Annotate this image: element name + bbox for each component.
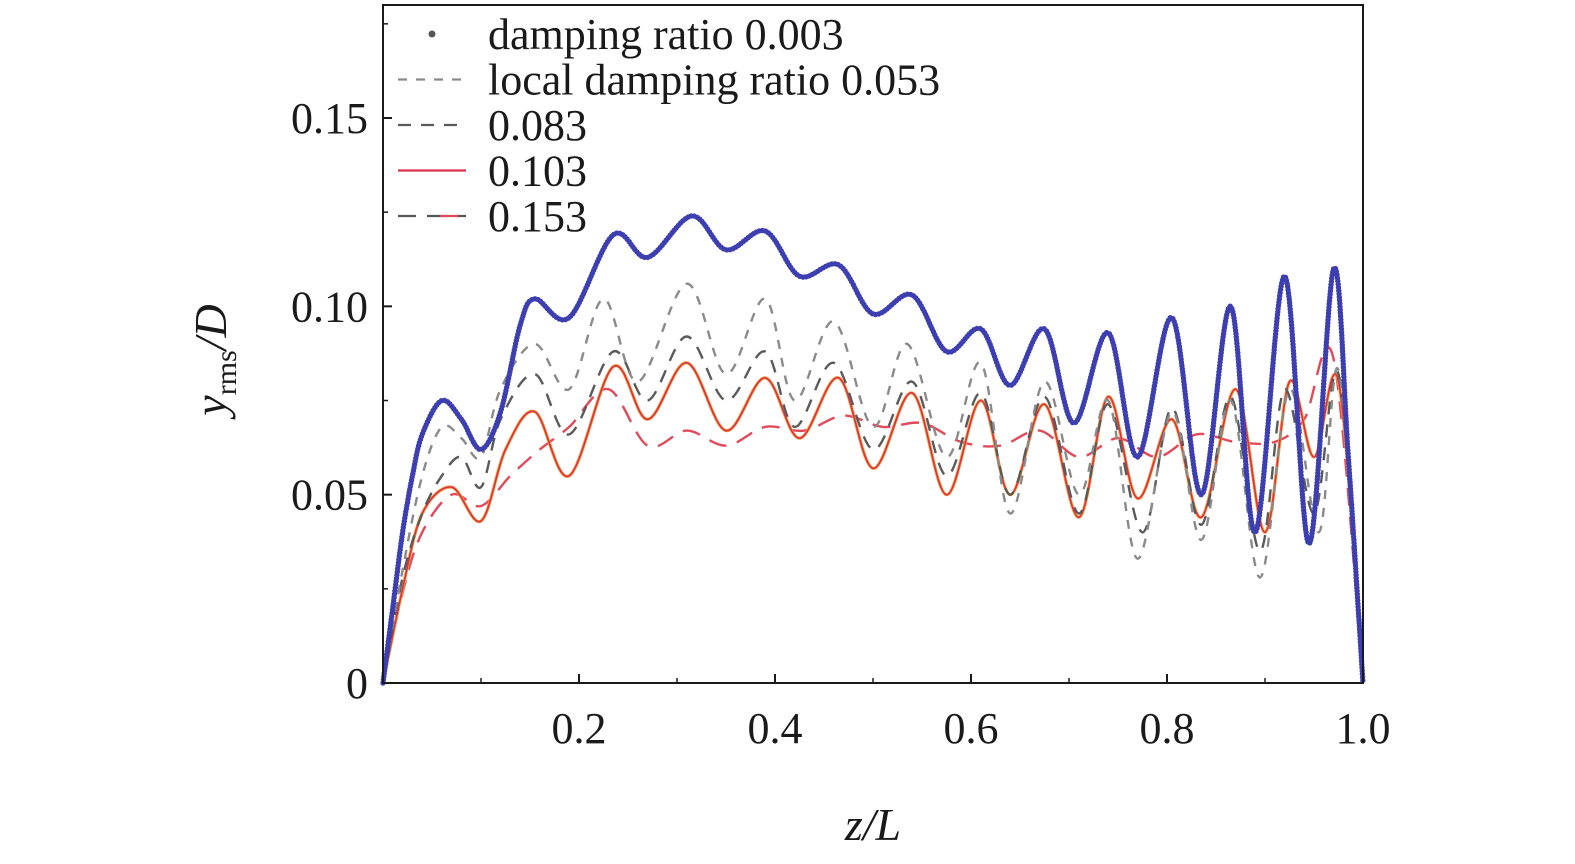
- x-tick-label: 1.0: [1336, 704, 1391, 753]
- x-tick-label: 0.8: [1140, 704, 1195, 753]
- x-tick-label: 0.6: [944, 704, 999, 753]
- legend-item: 0.103: [398, 147, 587, 196]
- legend-item: damping ratio 0.003: [428, 10, 844, 59]
- x-tick-label: 0.2: [552, 704, 607, 753]
- y-axis-title-tail: /D: [185, 304, 236, 353]
- legend-label: 0.153: [488, 192, 587, 241]
- legend-label: local damping ratio 0.053: [488, 56, 940, 105]
- plot-area: [380, 213, 1366, 686]
- axes-layer: 0.2 0.4 0.6 0.8 1.0 0 0.05 0.10 0.15: [291, 4, 1391, 753]
- legend-label: damping ratio 0.003: [488, 10, 844, 59]
- x-axis-title: z/L: [844, 799, 901, 850]
- y-axis-title-main: y: [185, 395, 236, 420]
- legend-item: 0.153: [398, 192, 587, 241]
- axis-titles: z/L yrms/D: [185, 304, 901, 850]
- series-line-1: [381, 282, 1365, 684]
- legend-item: 0.083: [398, 101, 587, 150]
- y-tick-label: 0.15: [291, 94, 368, 143]
- y-tick-label: 0.05: [291, 471, 368, 520]
- x-tick-label: 0.4: [748, 704, 803, 753]
- y-tick-label: 0: [346, 659, 368, 708]
- series-line-2: [381, 335, 1365, 684]
- y-axis-title: yrms/D: [185, 304, 243, 419]
- y-axis-title-sub: rms: [210, 350, 243, 395]
- legend-swatch: [428, 30, 436, 38]
- y-tick-label: 0.10: [291, 282, 368, 331]
- legend-label: 0.103: [488, 147, 587, 196]
- series-damping-0003: [380, 213, 1366, 686]
- series-layer: [380, 213, 1366, 686]
- legend-label: 0.083: [488, 101, 587, 150]
- legend-item: local damping ratio 0.053: [398, 56, 940, 105]
- series-line-4: [381, 346, 1365, 684]
